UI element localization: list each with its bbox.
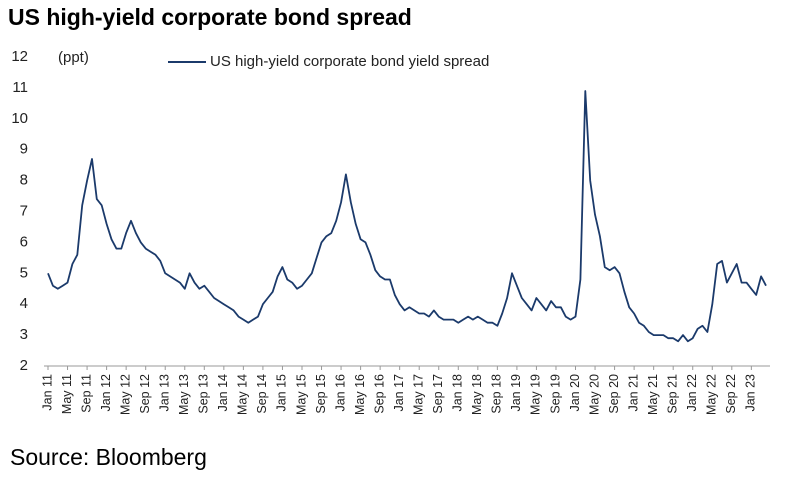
y-tick-label: 7 [20, 202, 28, 219]
x-tick-label: Sep 11 [79, 374, 93, 413]
x-tick-label: Jan 19 [509, 374, 523, 412]
x-tick-label: May 17 [412, 374, 426, 415]
x-tick-label: May 16 [353, 374, 367, 415]
legend-label: US high-yield corporate bond yield sprea… [210, 53, 489, 70]
x-tick-label: May 12 [118, 374, 132, 415]
y-tick-label: 4 [20, 295, 28, 312]
x-tick-label: Jan 14 [216, 374, 230, 412]
x-tick-label: May 18 [470, 374, 484, 415]
x-tick-label: Jan 15 [275, 374, 289, 412]
x-tick-label: Sep 14 [255, 374, 269, 414]
x-tick-label: Sep 21 [665, 374, 679, 414]
x-tick-label: May 14 [236, 374, 250, 415]
x-tick-label: Jan 21 [626, 374, 640, 412]
x-tick-label: May 20 [587, 374, 601, 415]
series-line [47, 90, 767, 343]
x-tick-label: May 15 [294, 374, 308, 415]
x-tick-label: Jan 22 [685, 374, 699, 412]
x-tick-label: Jan 13 [158, 374, 172, 412]
source: Source: Bloomberg [10, 444, 207, 470]
x-tick-label: Jan 23 [744, 374, 758, 412]
x-tick-label: Jan 20 [568, 374, 582, 412]
x-tick-label: May 21 [646, 374, 660, 415]
x-tick-label: Sep 15 [314, 374, 328, 414]
y-axis-label: (ppt) [58, 49, 89, 66]
x-tick-label: May 11 [60, 374, 74, 414]
y-tick-label: 11 [12, 79, 28, 96]
x-tick-label: Jan 17 [392, 374, 406, 412]
y-tick-label: 12 [11, 48, 28, 65]
x-tick-label: Jan 12 [99, 374, 113, 412]
x-tick-label: Sep 13 [197, 374, 211, 414]
x-tick-label: Sep 17 [431, 374, 445, 414]
y-tick-label: 5 [20, 264, 28, 281]
y-tick-label: 8 [20, 172, 28, 189]
x-tick-label: Sep 18 [490, 374, 504, 414]
x-tick-label: Sep 16 [372, 374, 386, 414]
x-tick-label: Sep 19 [548, 374, 562, 414]
x-tick-label: May 22 [705, 374, 719, 415]
x-tick-label: Sep 22 [724, 374, 738, 414]
x-tick-label: Jan 16 [333, 374, 347, 412]
x-tick-label: Sep 12 [138, 374, 152, 414]
y-tick-label: 2 [20, 357, 28, 374]
y-tick-label: 10 [11, 110, 28, 127]
x-tick-label: May 19 [529, 374, 543, 415]
y-tick-label: 9 [20, 141, 28, 158]
y-tick-label: 6 [20, 233, 28, 250]
x-tick-label: Jan 18 [451, 374, 465, 412]
x-tick-label: May 13 [177, 374, 191, 415]
x-tick-label: Sep 20 [607, 374, 621, 414]
chart-title: US high-yield corporate bond spread [8, 4, 412, 30]
y-tick-label: 3 [20, 326, 28, 343]
x-tick-label: Jan 11 [40, 374, 54, 411]
